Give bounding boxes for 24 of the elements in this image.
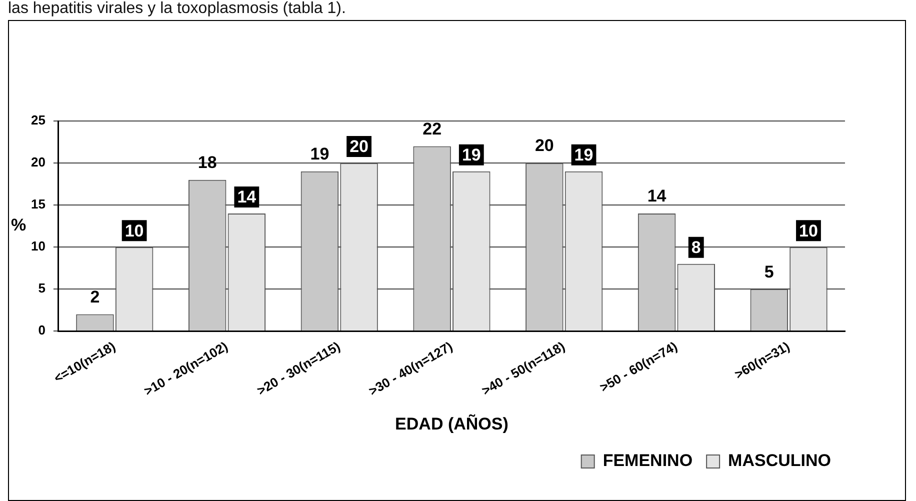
data-label: 10 — [799, 221, 818, 240]
legend-label: FEMENINO — [602, 451, 693, 470]
data-label: 2 — [90, 287, 100, 306]
data-label: 10 — [124, 221, 144, 240]
data-label: 8 — [691, 238, 701, 258]
data-label: 20 — [534, 136, 554, 156]
data-label: 19 — [462, 146, 481, 165]
data-label: 19 — [574, 146, 594, 165]
data-label: 14 — [647, 186, 667, 206]
y-tick-label: 15 — [30, 196, 46, 212]
y-tick-label: 25 — [30, 112, 46, 128]
x-axis-title: EDAD (AÑOS) — [395, 413, 508, 434]
y-tick-label: 5 — [38, 280, 46, 296]
data-label: 19 — [310, 144, 330, 164]
data-label: 22 — [422, 119, 442, 138]
text: las hepatitis virales y la toxoplasmosis (tabla 1). — [8, 0, 346, 18]
data-label: 14 — [237, 188, 257, 207]
data-label: 5 — [764, 262, 774, 282]
y-tick-label: 10 — [30, 238, 46, 254]
legend-label: MASCULINO — [728, 451, 832, 470]
y-axis-title: % — [11, 216, 26, 235]
data-label: 20 — [350, 137, 368, 156]
y-tick-label: 20 — [30, 154, 46, 170]
y-tick-label: 0 — [38, 322, 46, 338]
